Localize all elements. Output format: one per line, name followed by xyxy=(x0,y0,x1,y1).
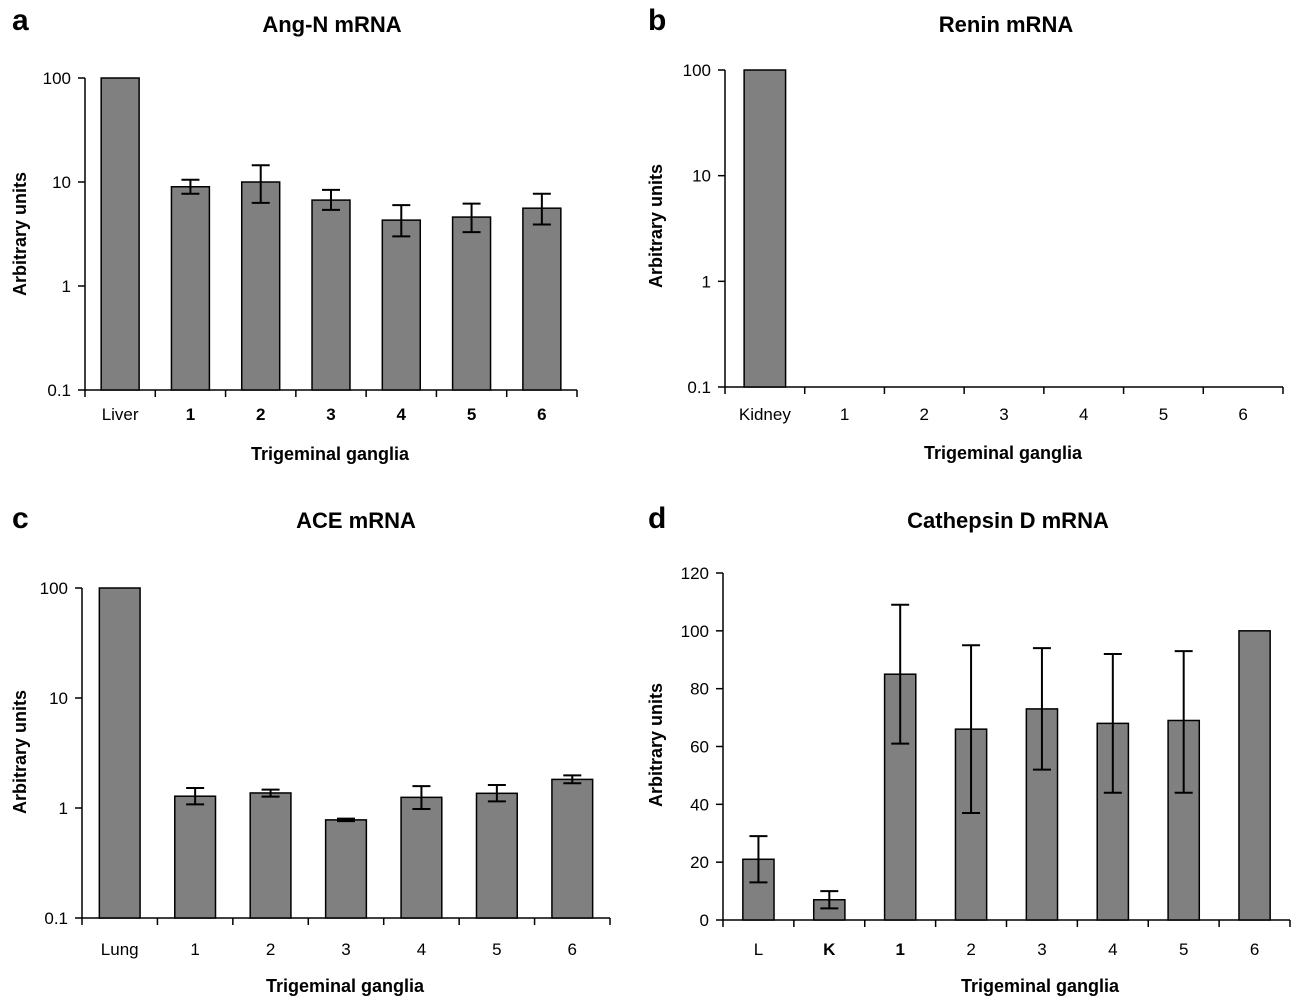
x-tick-label: K xyxy=(823,940,836,959)
x-tick-label: 3 xyxy=(999,405,1008,424)
x-tick-label: 5 xyxy=(1159,405,1168,424)
panel-letter: a xyxy=(12,4,29,37)
panel-c: c ACE mRNA 0.1 1 10 100 Lung 1 2 3 4 5 6 Trigeminal g… xyxy=(10,502,611,996)
y-axis-label: Arbitrary units xyxy=(646,683,666,807)
y-tick-label: 0.1 xyxy=(44,909,68,928)
x-axis-label: Trigeminal ganglia xyxy=(266,976,425,996)
bar-L xyxy=(742,858,775,921)
x-tick-label: 4 xyxy=(397,405,407,424)
bar-5 xyxy=(451,216,492,391)
bar-6 xyxy=(522,207,562,391)
y-tick-label: 20 xyxy=(690,853,709,872)
panel-d: d Cathepsin D mRNA 0 20 40 60 80 100 120 L K 1 2 3 4 5 6… xyxy=(646,502,1291,996)
x-tick-label: 4 xyxy=(1108,940,1117,959)
bar-Lung xyxy=(98,587,141,919)
y-tick-label: 10 xyxy=(52,173,71,192)
y-tick-label: 0 xyxy=(700,911,709,930)
y-axis-label: Arbitrary units xyxy=(10,690,30,814)
x-tick-label: 6 xyxy=(1250,940,1259,959)
y-tick-label: 100 xyxy=(40,579,68,598)
x-tick-label: 3 xyxy=(341,940,350,959)
x-tick-label: Lung xyxy=(101,940,139,959)
x-tick-label: 3 xyxy=(326,405,335,424)
x-axis-label: Trigeminal ganglia xyxy=(924,443,1083,463)
y-tick-label: 100 xyxy=(681,622,709,641)
bar-Kidney xyxy=(743,69,787,388)
chart-title: Renin mRNA xyxy=(939,12,1074,37)
y-tick-label: 1 xyxy=(59,799,68,818)
y-tick-label: 100 xyxy=(43,69,71,88)
x-tick-label: 5 xyxy=(492,940,501,959)
y-axis-label: Arbitrary units xyxy=(10,172,30,296)
x-tick-label: 4 xyxy=(1079,405,1088,424)
y-tick-label: 10 xyxy=(692,167,711,186)
x-tick-label: 2 xyxy=(256,405,265,424)
y-tick-label: 80 xyxy=(690,680,709,699)
y-tick-label: 10 xyxy=(49,689,68,708)
chart-title: Ang-N mRNA xyxy=(262,12,401,37)
x-tick-label: 6 xyxy=(537,405,546,424)
x-axis-label: Trigeminal ganglia xyxy=(961,976,1120,996)
x-tick-label: 3 xyxy=(1037,940,1046,959)
x-tick-label: Kidney xyxy=(739,405,791,424)
x-tick-label: 1 xyxy=(190,940,199,959)
x-tick-label: 1 xyxy=(186,405,195,424)
chart-title: Cathepsin D mRNA xyxy=(907,508,1109,533)
x-tick-label: 5 xyxy=(467,405,476,424)
panel-b: b Renin mRNA 0.1 1 10 100 Kidney 1 2 3 4 5 6 Trigemin… xyxy=(646,4,1284,463)
bar-6 xyxy=(1238,630,1271,921)
y-tick-label: 100 xyxy=(683,61,711,80)
x-tick-label: L xyxy=(754,940,763,959)
bar-6 xyxy=(551,778,594,919)
y-tick-label: 1 xyxy=(702,272,711,291)
x-axis-label: Trigeminal ganglia xyxy=(251,444,410,464)
x-tick-label: Liver xyxy=(102,405,139,424)
y-tick-label: 60 xyxy=(690,738,709,757)
x-tick-label: 2 xyxy=(966,940,975,959)
chart-title: ACE mRNA xyxy=(296,508,416,533)
bar-3 xyxy=(324,819,368,919)
x-tick-label: 2 xyxy=(266,940,275,959)
y-tick-label: 0.1 xyxy=(687,378,711,397)
bar-3 xyxy=(311,199,351,391)
panel-letter: b xyxy=(648,4,666,37)
x-tick-label: 6 xyxy=(568,940,577,959)
y-tick-label: 40 xyxy=(690,795,709,814)
bar-5 xyxy=(475,792,518,919)
x-tick-label: 1 xyxy=(840,405,849,424)
bar-2 xyxy=(249,792,292,919)
bar-4 xyxy=(400,796,443,919)
bar-4 xyxy=(381,219,422,391)
x-tick-label: 5 xyxy=(1179,940,1188,959)
panel-letter: d xyxy=(648,502,666,535)
bar-1 xyxy=(174,795,217,919)
y-tick-label: 1 xyxy=(62,277,71,296)
x-tick-label: 4 xyxy=(417,940,426,959)
bar-1 xyxy=(170,186,211,391)
x-tick-label: 1 xyxy=(895,940,904,959)
panel-a: a Ang-N mRNA 0.1 1 10 100 Liver 1 2 3 4 5 6 Trigemina… xyxy=(10,4,578,464)
bar-Liver xyxy=(100,77,140,391)
panel-letter: c xyxy=(12,502,29,535)
y-tick-label: 120 xyxy=(681,564,709,583)
x-tick-label: 2 xyxy=(920,405,929,424)
bar-2 xyxy=(240,181,281,391)
x-tick-label: 6 xyxy=(1238,405,1247,424)
y-axis-label: Arbitrary units xyxy=(646,164,666,288)
y-tick-label: 0.1 xyxy=(47,381,71,400)
